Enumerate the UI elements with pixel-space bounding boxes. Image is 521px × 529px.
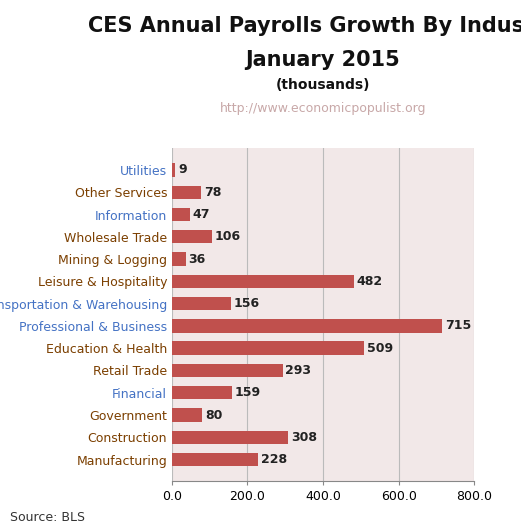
Bar [172,275,354,288]
Text: January 2015: January 2015 [245,50,401,70]
Text: 106: 106 [215,230,241,243]
Text: 156: 156 [233,297,259,310]
Bar [172,408,202,422]
Bar [172,208,190,221]
Text: 9: 9 [178,163,187,177]
Text: CES Annual Payrolls Growth By Industry: CES Annual Payrolls Growth By Industry [88,16,521,36]
Bar [172,319,442,333]
Bar [172,386,232,399]
Text: http://www.economicpopulist.org: http://www.economicpopulist.org [220,102,426,115]
Bar [172,163,176,177]
Bar [172,453,258,466]
Bar [172,342,364,355]
Text: 80: 80 [205,408,222,422]
Text: 36: 36 [188,252,205,266]
Text: 482: 482 [357,275,383,288]
Text: 293: 293 [286,364,311,377]
Text: 308: 308 [291,431,317,444]
Text: (thousands): (thousands) [276,78,370,92]
Bar [172,364,282,377]
Text: 159: 159 [234,386,260,399]
Bar [172,431,288,444]
Text: 715: 715 [444,320,471,332]
Bar [172,186,202,199]
Bar [172,230,212,243]
Text: Source: BLS: Source: BLS [10,510,85,524]
Text: 78: 78 [204,186,221,199]
Bar [172,297,231,311]
Text: 509: 509 [367,342,393,354]
Text: 228: 228 [260,453,287,466]
Text: 47: 47 [192,208,210,221]
Bar [172,252,185,266]
